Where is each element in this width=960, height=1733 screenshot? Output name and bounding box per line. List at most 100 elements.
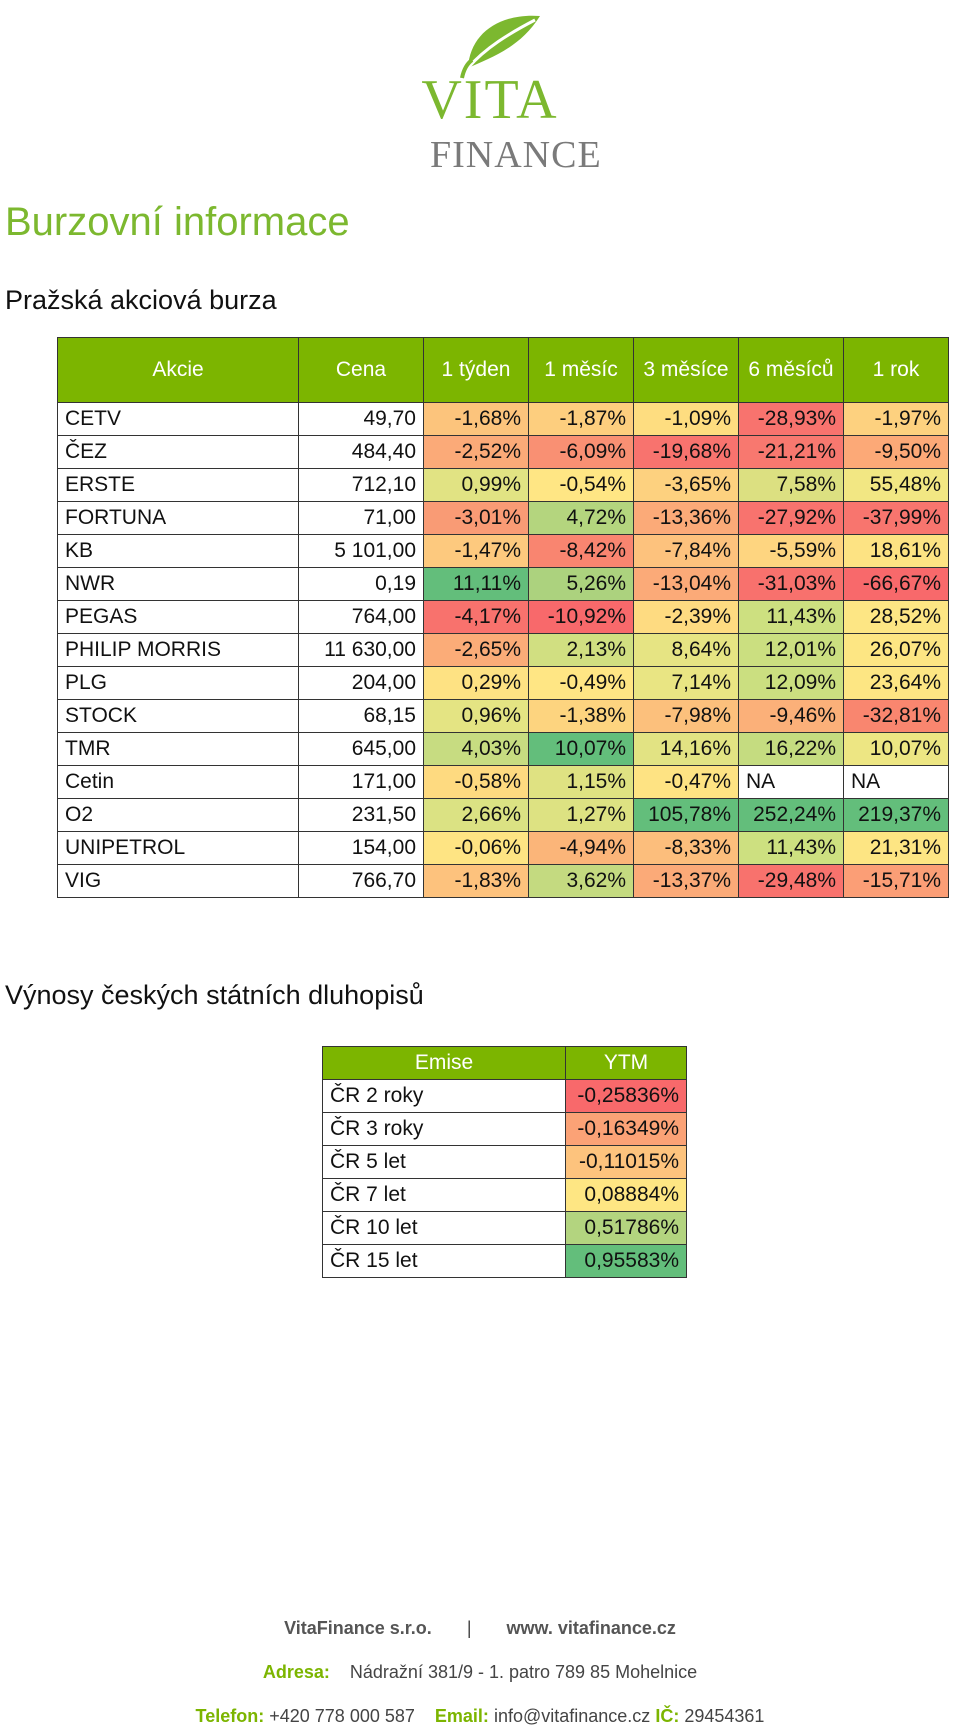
stock-change-cell: 11,11% — [423, 567, 529, 601]
stock-change-cell: 16,22% — [738, 732, 844, 766]
stock-row: VIG 766,70 -1,83% 3,62% -13,37% -29,48% -15,71… — [57, 864, 949, 898]
col-header-3-mesice: 3 měsíce — [633, 337, 739, 403]
bond-row: ČR 10 let 0,51786% — [322, 1211, 687, 1245]
stock-change-cell: 23,64% — [843, 666, 949, 700]
company-logo: VITA FINANCE — [390, 8, 610, 178]
stock-name: PEGAS — [57, 600, 299, 634]
stocks-header-row: Akcie Cena 1 týden 1 měsíc 3 měsíce 6 mě… — [57, 337, 949, 403]
stock-change-cell: 1,27% — [528, 798, 634, 832]
stock-price: 645,00 — [298, 732, 424, 766]
stock-change-cell: 252,24% — [738, 798, 844, 832]
stock-change-cell: 10,07% — [528, 732, 634, 766]
stock-change-cell: 2,13% — [528, 633, 634, 667]
footer-company: VitaFinance s.r.o. — [284, 1618, 432, 1638]
stock-change-cell: -0,58% — [423, 765, 529, 799]
stock-change-cell: 55,48% — [843, 468, 949, 502]
bond-row: ČR 3 roky -0,16349% — [322, 1112, 687, 1146]
stock-change-cell: -1,97% — [843, 402, 949, 436]
stock-change-cell: 0,99% — [423, 468, 529, 502]
stock-change-cell: -15,71% — [843, 864, 949, 898]
stock-change-cell: 4,03% — [423, 732, 529, 766]
stock-change-cell: -1,47% — [423, 534, 529, 568]
footer-line-address: Adresa: Nádražní 381/9 - 1. patro 789 85… — [0, 1662, 960, 1683]
stock-change-cell: -3,65% — [633, 468, 739, 502]
stock-change-cell: -1,68% — [423, 402, 529, 436]
stock-change-cell: -31,03% — [738, 567, 844, 601]
stock-change-cell: -32,81% — [843, 699, 949, 733]
stock-row: UNIPETROL 154,00 -0,06% -4,94% -8,33% 11,43% 2… — [57, 831, 949, 865]
stock-name: PLG — [57, 666, 299, 700]
stock-change-cell: -13,36% — [633, 501, 739, 535]
col-header-cena: Cena — [298, 337, 424, 403]
stock-change-cell: 5,26% — [528, 567, 634, 601]
stock-row: ERSTE 712,10 0,99% -0,54% -3,65% 7,58% 55,48% — [57, 468, 949, 502]
footer-phone-label: Telefon: — [195, 1706, 265, 1726]
stock-change-cell: -28,93% — [738, 402, 844, 436]
stock-change-cell: 2,66% — [423, 798, 529, 832]
stock-change-cell: -8,33% — [633, 831, 739, 865]
col-header-emise: Emise — [322, 1046, 566, 1080]
stock-price: 0,19 — [298, 567, 424, 601]
stock-row: STOCK 68,15 0,96% -1,38% -7,98% -9,46% -32,81% — [57, 699, 949, 733]
stock-row: PHILIP MORRIS 11 630,00 -2,65% 2,13% 8,64% 12… — [57, 633, 949, 667]
bond-name: ČR 2 roky — [322, 1079, 566, 1113]
footer-line-company: VitaFinance s.r.o. | www. vitafinance.cz — [0, 1618, 960, 1639]
stock-change-cell: -1,09% — [633, 402, 739, 436]
bond-name: ČR 7 let — [322, 1178, 566, 1212]
stock-price: 49,70 — [298, 402, 424, 436]
stock-change-cell: -37,99% — [843, 501, 949, 535]
footer-email-label: Email: — [434, 1706, 489, 1726]
stock-change-cell: -4,17% — [423, 600, 529, 634]
footer-address-label: Adresa: — [262, 1662, 330, 1682]
stock-name: Cetin — [57, 765, 299, 799]
col-header-akcie: Akcie — [57, 337, 299, 403]
logo-finance-text: FINANCE — [430, 134, 602, 176]
stock-price: 71,00 — [298, 501, 424, 535]
bond-name: ČR 3 roky — [322, 1112, 566, 1146]
col-header-1-rok: 1 rok — [843, 337, 949, 403]
bond-row: ČR 5 let -0,11015% — [322, 1145, 687, 1179]
stock-name: FORTUNA — [57, 501, 299, 535]
stock-change-cell: 12,01% — [738, 633, 844, 667]
stock-price: 68,15 — [298, 699, 424, 733]
stock-name: ČEZ — [57, 435, 299, 469]
footer-web-link[interactable]: www. vitafinance.cz — [506, 1618, 676, 1638]
stock-change-cell: 18,61% — [843, 534, 949, 568]
footer-address: Nádražní 381/9 - 1. patro 789 85 Mohelni… — [349, 1662, 698, 1682]
stock-row: ČEZ 484,40 -2,52% -6,09% -19,68% -21,21% -9,50… — [57, 435, 949, 469]
stock-change-cell: -19,68% — [633, 435, 739, 469]
bond-row: ČR 2 roky -0,25836% — [322, 1079, 687, 1113]
stock-price: 5 101,00 — [298, 534, 424, 568]
bond-row: ČR 7 let 0,08884% — [322, 1178, 687, 1212]
stock-row: PEGAS 764,00 -4,17% -10,92% -2,39% 11,43% 28,5… — [57, 600, 949, 634]
stock-change-cell: -0,47% — [633, 765, 739, 799]
stock-change-cell: -1,38% — [528, 699, 634, 733]
stock-change-cell: -29,48% — [738, 864, 844, 898]
stock-change-cell: 3,62% — [528, 864, 634, 898]
stock-row: CETV 49,70 -1,68% -1,87% -1,09% -28,93% -1,97% — [57, 402, 949, 436]
stock-change-cell: -13,37% — [633, 864, 739, 898]
stock-name: PHILIP MORRIS — [57, 633, 299, 667]
stock-change-cell: 21,31% — [843, 831, 949, 865]
stock-change-cell: 7,14% — [633, 666, 739, 700]
stock-name: KB — [57, 534, 299, 568]
stock-change-cell: -6,09% — [528, 435, 634, 469]
bonds-header-row: Emise YTM — [322, 1046, 687, 1080]
stock-change-cell: -27,92% — [738, 501, 844, 535]
stock-price: 766,70 — [298, 864, 424, 898]
stock-row: O2 231,50 2,66% 1,27% 105,78% 252,24% 219,37% — [57, 798, 949, 832]
stock-row: FORTUNA 71,00 -3,01% 4,72% -13,36% -27,92% -37… — [57, 501, 949, 535]
stock-change-cell: 7,58% — [738, 468, 844, 502]
bond-name: ČR 10 let — [322, 1211, 566, 1245]
stock-change-cell: -2,52% — [423, 435, 529, 469]
bond-ytm: -0,25836% — [565, 1079, 687, 1113]
stock-change-cell: 0,96% — [423, 699, 529, 733]
stock-change-cell: -0,54% — [528, 468, 634, 502]
stock-change-cell: -2,39% — [633, 600, 739, 634]
stock-price: 231,50 — [298, 798, 424, 832]
stock-change-cell: 26,07% — [843, 633, 949, 667]
stock-change-cell: -1,83% — [423, 864, 529, 898]
bond-ytm: 0,51786% — [565, 1211, 687, 1245]
footer-email-link[interactable]: info@vitafinance.cz — [493, 1706, 651, 1726]
stock-change-cell: 1,15% — [528, 765, 634, 799]
